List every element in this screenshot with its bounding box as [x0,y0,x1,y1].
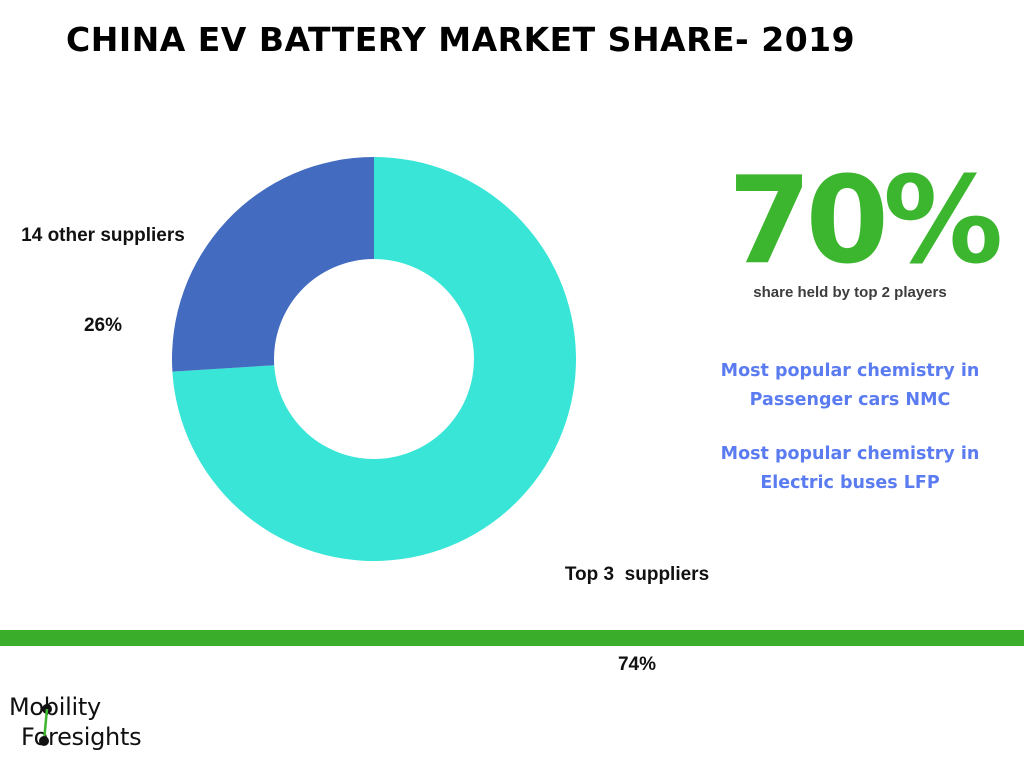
page-title: CHINA EV BATTERY MARKET SHARE- 2019 [66,20,856,59]
logo-link-icon [39,704,52,746]
divider-bar [0,630,1024,646]
note-passenger-cars-line1: Most popular chemistry in [720,361,980,381]
donut-chart [172,157,576,561]
note-electric-buses-line2: Electric buses LFP [760,473,940,493]
note-electric-buses-line1: Most popular chemistry in [720,444,980,464]
donut-slice-others [172,157,374,372]
note-passenger-cars: Most popular chemistry in Passenger cars… [700,357,1000,415]
logo-text-line1: Mobility [9,693,101,721]
note-electric-buses: Most popular chemistry in Electric buses… [700,440,1000,498]
big-stat-caption: share held by top 2 players [753,284,947,301]
slice-label-top3-name: Top 3 suppliers [564,564,710,585]
note-passenger-cars-line2: Passenger cars NMC [749,390,951,410]
slice-label-top3: Top 3 suppliers 74% [548,500,726,710]
slice-label-top3-value: 74% [617,654,657,675]
big-stat-value: 70% [728,152,1003,291]
donut-slice-top3 [172,157,576,561]
slice-label-others-name: 14 other suppliers [21,225,185,246]
brand-logo: Mobility Foresights [9,690,179,760]
slice-label-others-value: 26% [83,315,123,336]
slice-label-others: 14 other suppliers 26% [8,161,198,371]
